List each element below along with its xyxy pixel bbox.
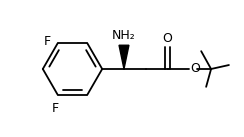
Text: F: F: [44, 35, 51, 48]
Text: O: O: [163, 32, 173, 45]
Text: F: F: [52, 102, 59, 115]
Polygon shape: [119, 45, 129, 69]
Text: O: O: [190, 62, 200, 75]
Text: NH₂: NH₂: [112, 29, 136, 42]
